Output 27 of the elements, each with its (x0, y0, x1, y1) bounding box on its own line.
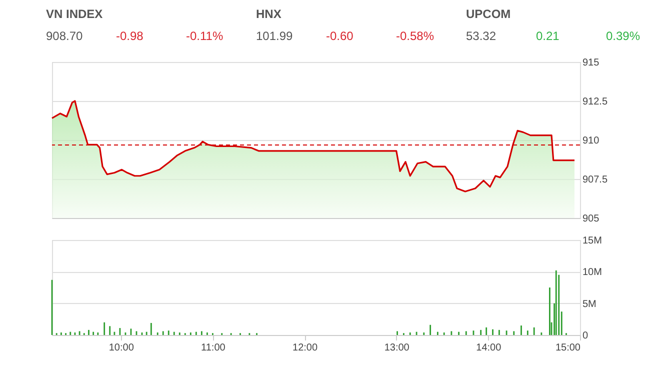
text: -0.58% (396, 29, 434, 43)
text: 53.32 (466, 29, 496, 43)
text: -0.98 (116, 29, 144, 43)
y-tick-label: 15M (582, 236, 602, 246)
y-tick-label: 5M (582, 298, 596, 310)
y-tick-label: 915 (582, 58, 600, 68)
text: -0.60 (326, 29, 354, 43)
x-tick-label: 11:00 (201, 342, 226, 354)
x-tick-label: 12:00 (292, 342, 318, 354)
y-tick-label: 10M (582, 267, 602, 278)
text: -0.11% (186, 29, 224, 43)
text: 0.39% (606, 29, 640, 43)
text: HNX (256, 7, 282, 21)
y-tick-label: 907.5 (582, 174, 608, 186)
text: 0.21 (536, 29, 560, 43)
x-tick-label: 13:00 (384, 342, 410, 354)
x-tick-label: 14:00 (476, 342, 502, 354)
y-tick-label: 912.5 (582, 96, 608, 108)
text: VN INDEX (46, 7, 103, 21)
y-tick-label: 905 (582, 214, 600, 224)
x-tick-label: 15:00 (555, 342, 581, 354)
y-tick-label: 910 (582, 136, 600, 146)
text: UPCOM (466, 7, 511, 21)
text: 908.70 (46, 29, 84, 43)
x-tick-label: 10:00 (108, 342, 134, 354)
text: 101.99 (256, 29, 294, 43)
y-tick-label: 0 (582, 330, 588, 342)
